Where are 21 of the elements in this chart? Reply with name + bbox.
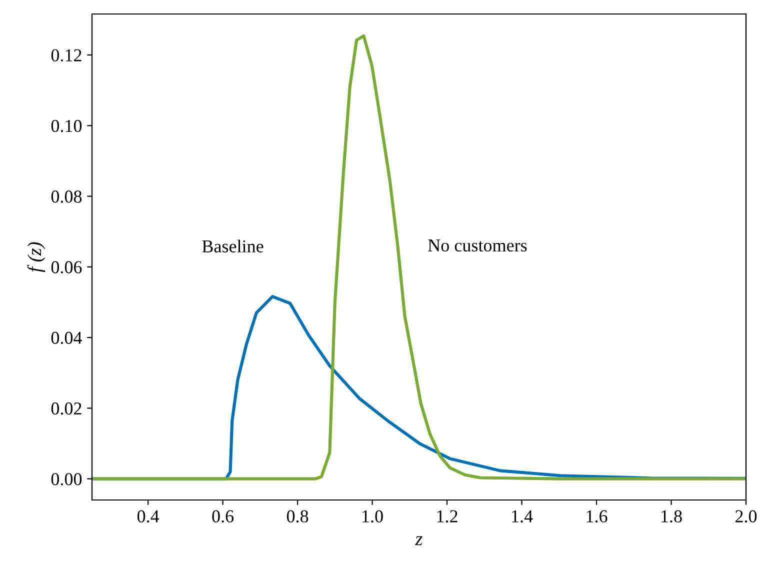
y-tick-label: 0.06: [51, 261, 82, 274]
x-tick-label: 1.8: [662, 510, 682, 523]
y-tick-label: 0.02: [51, 402, 82, 415]
y-tick-label: 0.00: [51, 473, 82, 486]
x-tick-label: 1.4: [512, 510, 533, 523]
text: Baseline: [202, 240, 264, 252]
x-tick-label: 0.8: [286, 510, 308, 523]
x-tick-label: 0.4: [137, 510, 160, 523]
x-tick-label: 0.6: [212, 510, 234, 523]
x-tick-label: 1.6: [586, 510, 608, 523]
y-axis-title: f (z): [27, 242, 46, 272]
x-tick-label: 2.0: [736, 510, 757, 523]
x-tick-label: 1.2: [437, 510, 458, 523]
series-label: No customers: [428, 240, 527, 252]
x-tick-label: 1.0: [362, 510, 383, 523]
y-tick-label: 0.10: [51, 120, 82, 132]
y-tick-label: 0.08: [51, 190, 82, 203]
line-series: [92, 34, 746, 480]
x-axis-title: z: [414, 536, 423, 546]
y-tick-label: 0.04: [51, 332, 82, 344]
y-tick-label: 0.12: [51, 49, 82, 62]
